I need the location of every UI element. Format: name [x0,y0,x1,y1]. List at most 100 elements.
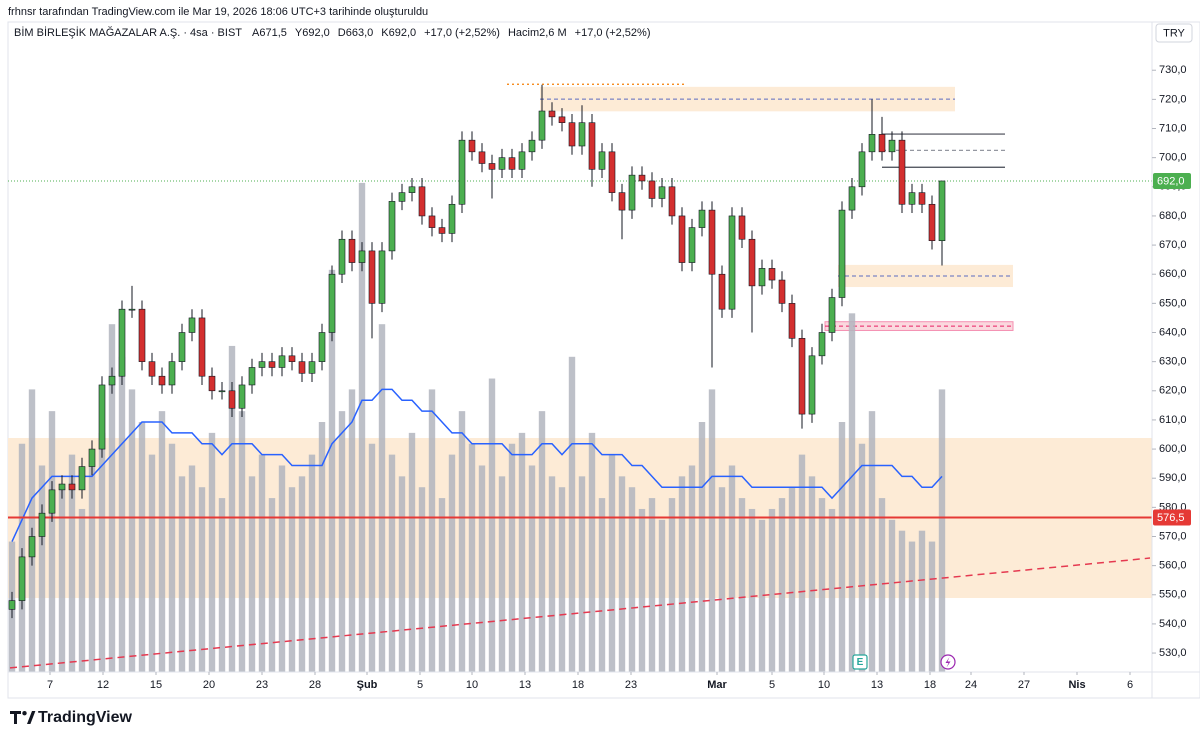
volume-bar [798,454,806,672]
x-tick-label: 18 [924,679,936,691]
chart-title: BİM BİRLEŞİK MAĞAZALAR A.Ş. · 4sa · BIST [14,26,242,39]
volume-bar [708,389,716,672]
candle-body [658,186,666,199]
volume-bar [278,465,286,672]
x-tick-label: 10 [818,679,830,691]
volume-bar [318,422,326,672]
candle-body [178,332,186,362]
volume-bar [78,508,86,672]
volume-bar [88,465,96,672]
candle-body [468,139,476,153]
candle-body [648,180,656,199]
candle-body [808,355,816,415]
volume-bar [68,454,76,672]
volume-bar [478,465,486,672]
volume-bar [938,389,946,672]
x-tick-label: 27 [1018,679,1030,691]
candle-body [208,375,216,392]
volume-bar [668,498,676,672]
legend: BİM BİRLEŞİK MAĞAZALAR A.Ş. · 4sa · BIST… [14,26,651,39]
legend-stat: +17,0 (+2,52%) [575,27,651,39]
candle-body [18,556,26,601]
volume-bar [228,345,236,672]
y-tick-label: 670,0 [1159,239,1187,251]
x-tick-label: 15 [150,679,162,691]
y-tick-label: 560,0 [1159,560,1187,572]
volume-bar [138,422,146,672]
candle-body [708,209,716,275]
candle-body [338,238,346,275]
candle-body [288,355,296,362]
volume-bar [108,324,116,672]
volume-bar [148,454,156,672]
y-tick-label: 600,0 [1159,443,1187,455]
candle-body [718,273,726,310]
candle-body [278,355,286,368]
volume-bar [238,411,246,672]
y-tick-label: 530,0 [1159,647,1187,659]
legend-stat: +17,0 (+2,52%) [424,27,500,39]
candle-body [378,250,386,304]
x-tick-label: 13 [519,679,531,691]
candle-body [538,110,546,141]
logo-mark [27,711,36,724]
currency-box[interactable] [1155,23,1193,43]
candle-body [398,192,406,202]
y-tick-label: 650,0 [1159,297,1187,309]
y-tick-label: 710,0 [1159,122,1187,134]
candle-body [888,139,896,153]
volume-bar [288,487,296,672]
candle-body [168,361,176,386]
candle-body [458,139,466,205]
legend-stat: Hacim2,6 M [508,27,567,39]
candle-body [568,122,576,147]
volume-bar [848,313,856,672]
candle-body [868,134,876,153]
volume-bar [788,487,796,672]
candle-body [298,361,306,374]
volume-bar [548,476,556,672]
volume-bar [738,498,746,672]
x-tick-label: 5 [769,679,775,691]
volume-bar [728,465,736,672]
volume-bar [598,498,606,672]
volume-bar [698,422,706,672]
volume-bar [128,389,136,672]
volume-bar [438,498,446,672]
candle-body [878,134,886,153]
volume-bar [268,498,276,672]
y-tick-label: 620,0 [1159,385,1187,397]
candle-body [508,157,516,170]
volume-bar [418,487,426,672]
volume-bar [308,454,316,672]
volume-bar [188,465,196,672]
candle-body [618,192,626,211]
candle-body [768,268,776,281]
candle-body [778,279,786,304]
volume-bar [58,487,66,672]
volume-bar [38,465,46,672]
x-tick-label: 13 [871,679,883,691]
volume-bar [658,519,666,672]
x-tick-label: Mar [707,679,727,691]
caption: frhnsr tarafından TradingView.com ile Ma… [8,6,428,18]
currency[interactable]: TRY [1163,27,1185,39]
volume-bar [298,476,306,672]
volume-bar [638,508,646,672]
volume-bar [498,476,506,672]
candle-body [28,536,36,558]
candle-body [358,250,366,263]
candle-body [188,317,196,333]
candle-body [218,390,226,393]
y-tick-label: 680,0 [1159,210,1187,222]
candle-body [478,151,486,164]
volume-bar [878,498,886,672]
volume-bar [528,465,536,672]
plot-area: E [8,83,1152,672]
volume-bar [158,411,166,672]
price-badge [1153,172,1191,189]
x-tick-label: 28 [309,679,321,691]
x-tick-label: Nis [1068,679,1085,691]
